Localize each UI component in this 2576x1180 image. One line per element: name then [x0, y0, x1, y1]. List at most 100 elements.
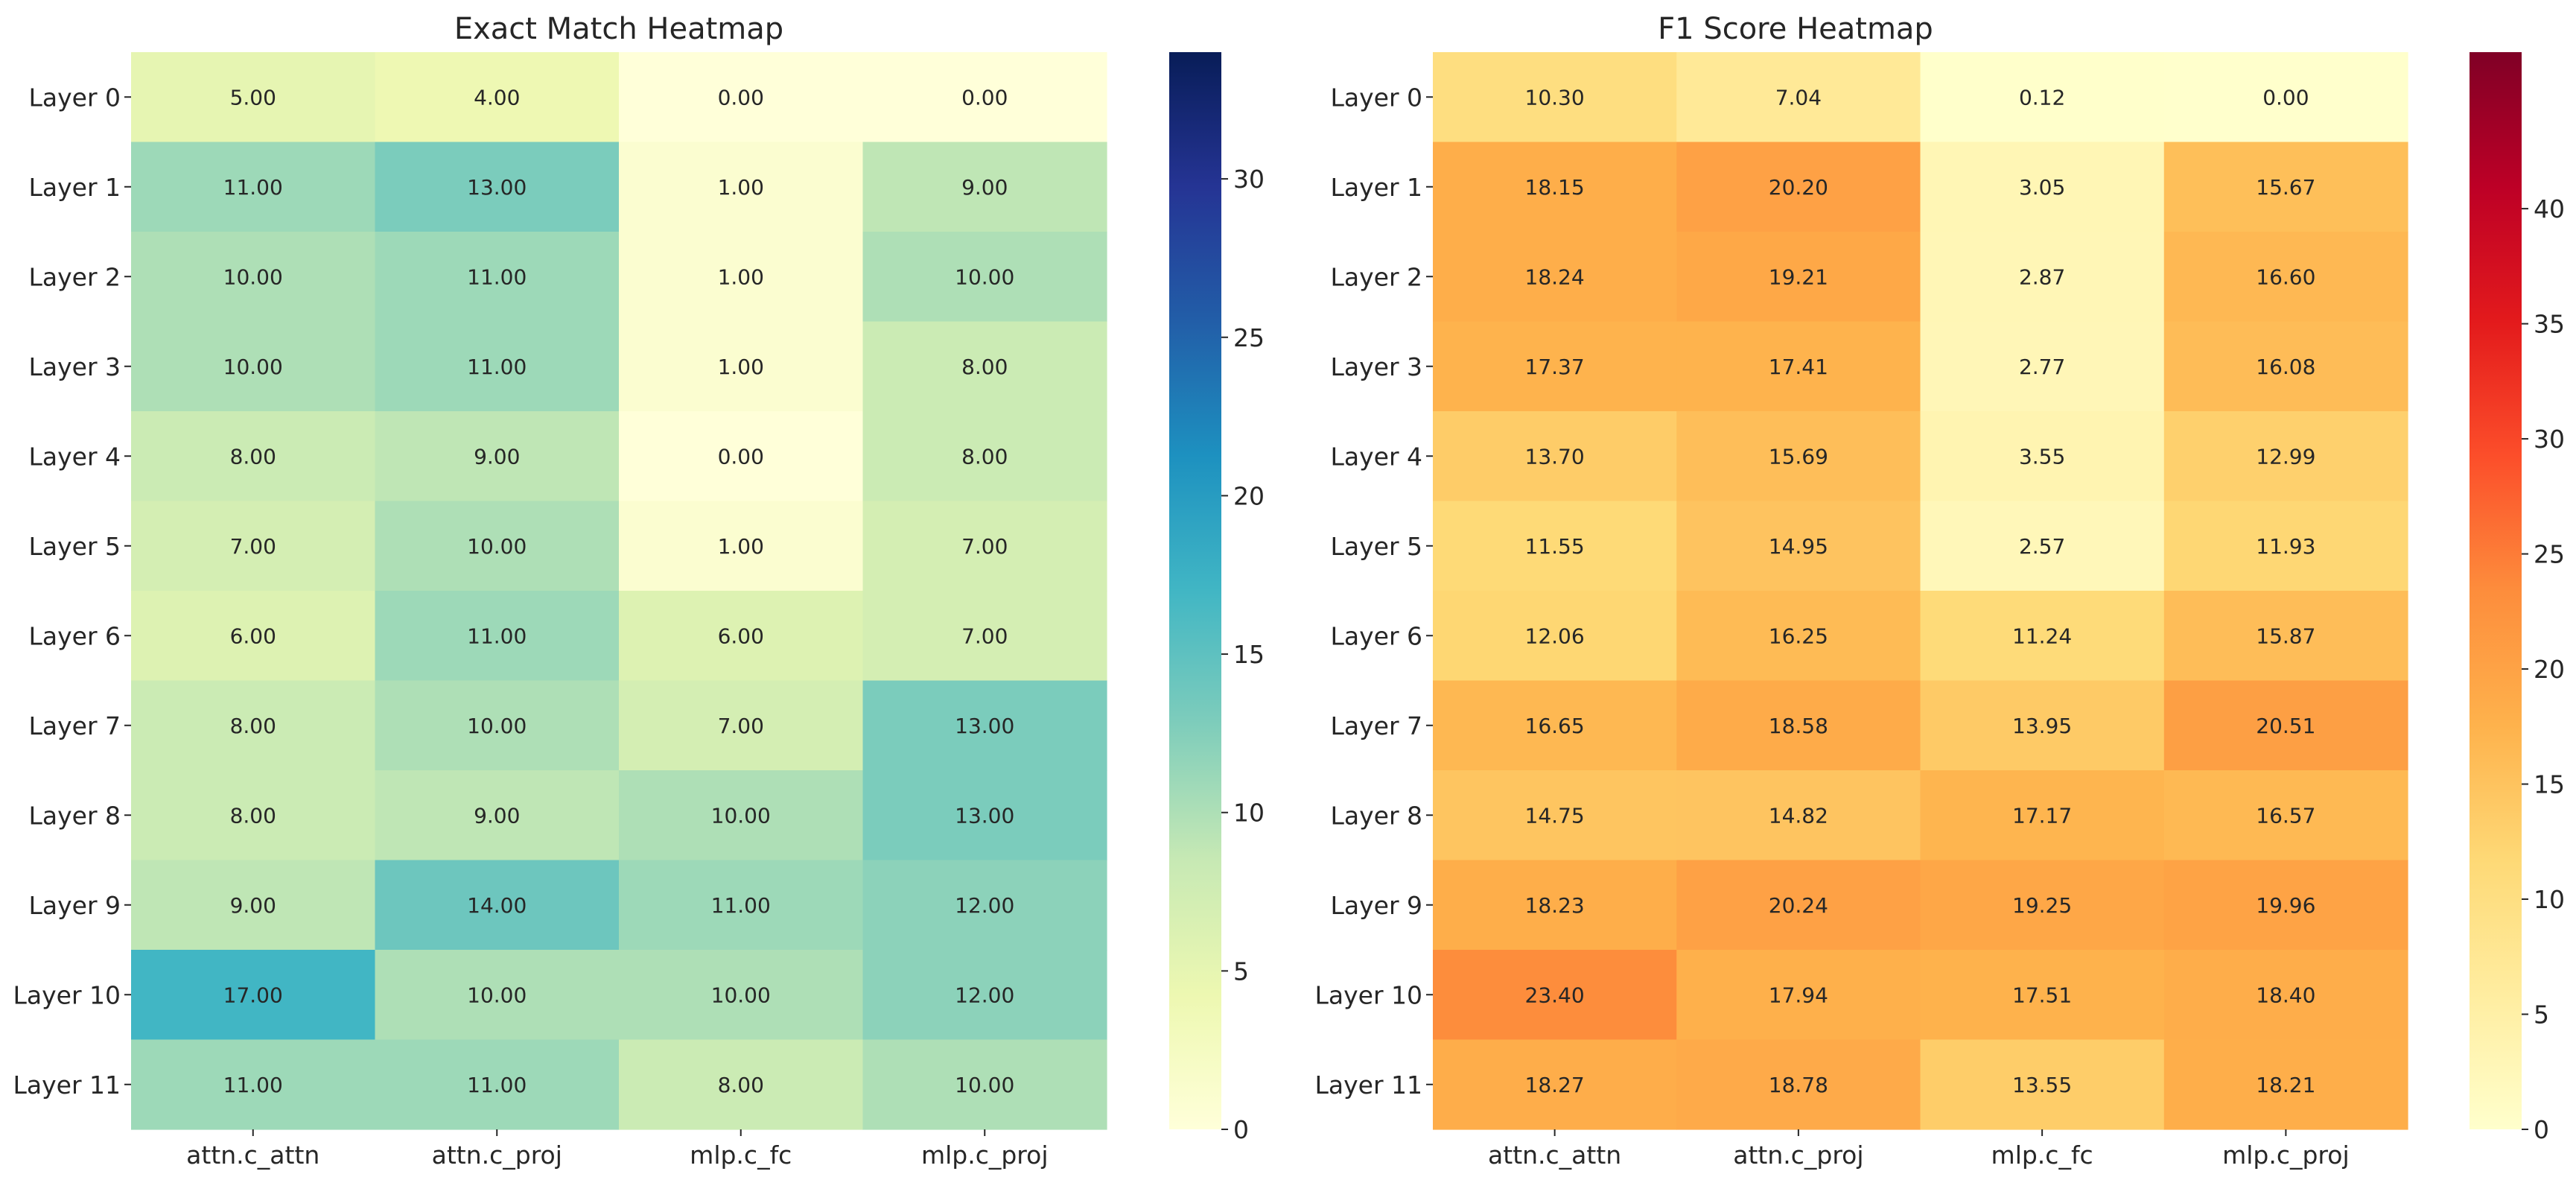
exact-match-cell	[375, 321, 620, 412]
exact-match-cell-label: 8.00	[718, 1073, 764, 1097]
exact-match-cell	[862, 1039, 1107, 1130]
exact-match-cell-label: 8.00	[230, 444, 276, 469]
f1-score-x-axis: attn.c_attn attn.c_proj mlp.c_fc mlp.c_proj	[1488, 1129, 2350, 1170]
f1-score-cell-label: 17.94	[1769, 983, 1828, 1007]
f1-score-cell	[1433, 770, 1677, 861]
exact-match-y-tick-label: Layer 11	[13, 1070, 121, 1100]
exact-match-cell	[131, 591, 376, 682]
f1-score-cell	[1920, 52, 2165, 143]
exact-match-cell-label: 9.00	[474, 803, 520, 828]
exact-match-y-tick-label: Layer 5	[29, 532, 121, 561]
f1-score-colorbar-tick-label: 30	[2534, 425, 2565, 454]
exact-match-cell-label: 11.00	[467, 355, 527, 379]
exact-match-cell-label: 9.00	[230, 893, 276, 918]
f1-score-cell-label: 3.05	[2019, 175, 2065, 200]
exact-match-cell	[375, 1039, 620, 1130]
exact-match-cell	[131, 501, 376, 591]
f1-score-cell-label: 18.58	[1769, 714, 1828, 738]
f1-score-cell-label: 15.67	[2256, 175, 2315, 200]
f1-score-cell-label: 0.12	[2019, 85, 2065, 110]
exact-match-cell-label: 12.00	[955, 983, 1014, 1007]
exact-match-cell	[375, 501, 620, 591]
f1-score-cell-label: 18.27	[1525, 1073, 1585, 1097]
f1-score-cell-label: 7.04	[1775, 85, 1822, 110]
f1-score-cell-label: 17.37	[1525, 355, 1585, 379]
exact-match-cell	[619, 411, 864, 502]
exact-match-y-tick-label: Layer 0	[29, 83, 121, 112]
exact-match-cell	[619, 52, 864, 143]
f1-score-cell-label: 20.20	[1769, 175, 1828, 200]
exact-match-cell-label: 10.00	[955, 264, 1014, 289]
f1-score-cell	[1433, 860, 1677, 951]
f1-score-cell	[1676, 1039, 1921, 1130]
f1-score-cell	[1433, 501, 1677, 591]
f1-score-cell-label: 16.57	[2256, 803, 2315, 828]
f1-score-cell-label: 16.08	[2256, 355, 2315, 379]
exact-match-cell-label: 13.00	[955, 803, 1014, 828]
f1-score-y-tick-label: Layer 1	[1331, 173, 1423, 202]
f1-score-colorbar-tick-label: 35	[2534, 310, 2565, 339]
f1-score-cell-label: 15.87	[2256, 624, 2315, 648]
f1-score-cell	[1676, 680, 1921, 771]
f1-score-title: F1 Score Heatmap	[1658, 12, 1933, 46]
f1-score-cell	[2163, 591, 2408, 682]
exact-match-y-tick-label: Layer 4	[29, 442, 121, 471]
exact-match-cell-label: 1.00	[718, 175, 764, 200]
exact-match-cell-label: 7.00	[718, 714, 764, 738]
f1-score-colorbar-tick-label: 10	[2534, 885, 2565, 914]
exact-match-colorbar-tick-label: 5	[1233, 957, 1249, 986]
f1-score-cell	[1433, 142, 1677, 232]
exact-match-colorbar: 0 5 10 15 20 25 30	[1169, 52, 1265, 1144]
exact-match-colorbar-tick-label: 25	[1233, 323, 1265, 352]
f1-score-heatmap: F1 Score Heatmap 10.30 7.04 0.12 0.00 18.15 2…	[1315, 12, 2566, 1170]
f1-score-cell	[1676, 860, 1921, 951]
f1-score-colorbar-tick-label: 0	[2534, 1115, 2549, 1144]
exact-match-cell	[375, 591, 620, 682]
exact-match-cell-label: 5.00	[230, 85, 276, 110]
exact-match-colorbar-tick-label: 30	[1233, 165, 1265, 194]
exact-match-cell	[619, 950, 864, 1041]
exact-match-cell-label: 1.00	[718, 264, 764, 289]
f1-score-cell	[1920, 680, 2165, 771]
exact-match-y-tick-label: Layer 9	[29, 891, 121, 920]
exact-match-cell-label: 11.00	[711, 893, 771, 918]
f1-score-cell	[1433, 52, 1677, 143]
f1-score-cell-label: 2.77	[2019, 355, 2065, 379]
exact-match-cell	[375, 770, 620, 861]
exact-match-cell-label: 0.00	[961, 85, 1008, 110]
exact-match-cell	[862, 680, 1107, 771]
exact-match-cell	[619, 501, 864, 591]
exact-match-y-tick-label: Layer 2	[29, 262, 121, 291]
exact-match-y-tick-label: Layer 3	[29, 352, 121, 381]
exact-match-cell	[131, 52, 376, 143]
f1-score-cell-label: 17.51	[2012, 983, 2072, 1007]
exact-match-cell	[619, 770, 864, 861]
exact-match-cell	[862, 770, 1107, 861]
f1-score-cell	[1676, 411, 1921, 502]
f1-score-cell	[1920, 411, 2165, 502]
exact-match-cell	[619, 591, 864, 682]
exact-match-cell	[131, 232, 376, 323]
f1-score-cell-label: 19.96	[2256, 893, 2315, 918]
exact-match-cell	[131, 770, 376, 861]
f1-score-colorbar-tick-label: 25	[2534, 540, 2565, 569]
f1-score-cell	[2163, 950, 2408, 1041]
f1-score-cell-label: 11.55	[1525, 534, 1585, 559]
exact-match-colorbar-tick-label: 0	[1233, 1115, 1249, 1144]
exact-match-cell	[862, 411, 1107, 502]
exact-match-cell	[131, 142, 376, 232]
exact-match-cell-label: 7.00	[230, 534, 276, 559]
f1-score-cell	[2163, 770, 2408, 861]
exact-match-cell-label: 10.00	[955, 1073, 1014, 1097]
f1-score-cell	[1920, 1039, 2165, 1130]
f1-score-cell-label: 18.78	[1769, 1073, 1828, 1097]
exact-match-cell-label: 10.00	[467, 714, 527, 738]
exact-match-x-tick-label: mlp.c_proj	[921, 1141, 1049, 1170]
f1-score-y-tick-label: Layer 11	[1315, 1070, 1423, 1100]
f1-score-x-tick-label: attn.c_attn	[1488, 1141, 1621, 1170]
f1-score-cell	[1433, 591, 1677, 682]
f1-score-cell-label: 14.95	[1769, 534, 1828, 559]
f1-score-cell	[1920, 591, 2165, 682]
exact-match-cell-label: 1.00	[718, 355, 764, 379]
